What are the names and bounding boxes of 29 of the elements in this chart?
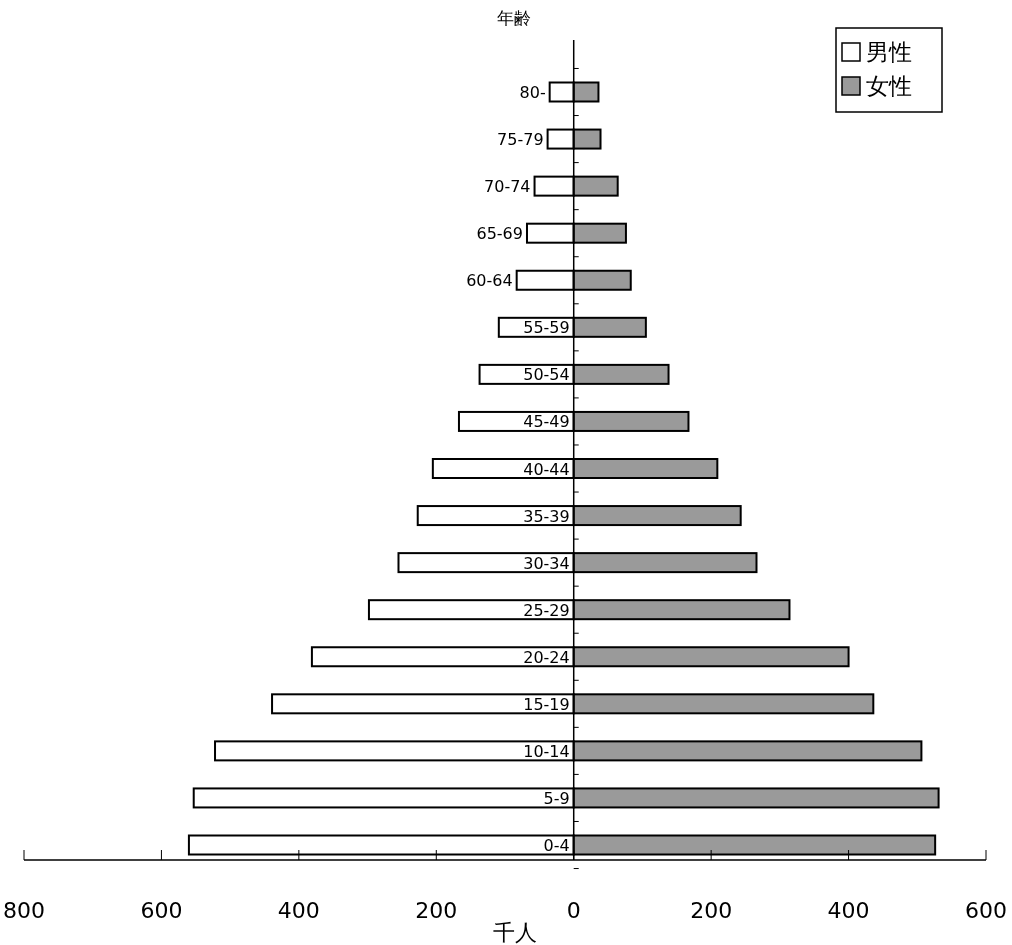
y-tick-label: 25-29 <box>523 600 570 620</box>
y-tick-label: 10-14 <box>523 741 570 761</box>
y-tick-label: 5-9 <box>543 788 570 808</box>
legend-label: 女性 <box>866 73 912 99</box>
legend-label: 男性 <box>866 39 912 65</box>
y-tick-label: 60-64 <box>466 271 513 291</box>
x-tick-label: 200 <box>690 898 733 923</box>
x-tick-label: 600 <box>140 898 183 923</box>
y-tick-label: 35-39 <box>523 506 570 526</box>
x-tick-label: 0 <box>566 898 581 923</box>
y-tick-label: 20-24 <box>523 647 570 667</box>
y-tick-label: 50-54 <box>523 365 570 385</box>
x-tick-label: 200 <box>415 898 458 923</box>
y-tick-label: 65-69 <box>476 224 523 244</box>
y-tick-label: 40-44 <box>523 459 570 479</box>
x-tick-label: 400 <box>827 898 870 923</box>
y-tick-label: 75-79 <box>497 130 544 150</box>
x-axis-title: 千人 <box>493 920 537 945</box>
y-tick-label: 45-49 <box>523 412 570 432</box>
x-tick-label: 600 <box>965 898 1007 923</box>
y-tick-label: 55-59 <box>523 318 570 338</box>
y-tick-label: 15-19 <box>523 694 570 714</box>
y-tick-label: 0-4 <box>543 836 570 855</box>
x-tick-label: 400 <box>277 898 320 923</box>
y-axis-title: 年齢 <box>496 8 531 28</box>
y-tick-label: 30-34 <box>523 553 570 573</box>
x-tick-label: 800 <box>3 898 45 923</box>
y-tick-label: 80- <box>519 83 546 102</box>
y-tick-label: 70-74 <box>484 177 531 197</box>
